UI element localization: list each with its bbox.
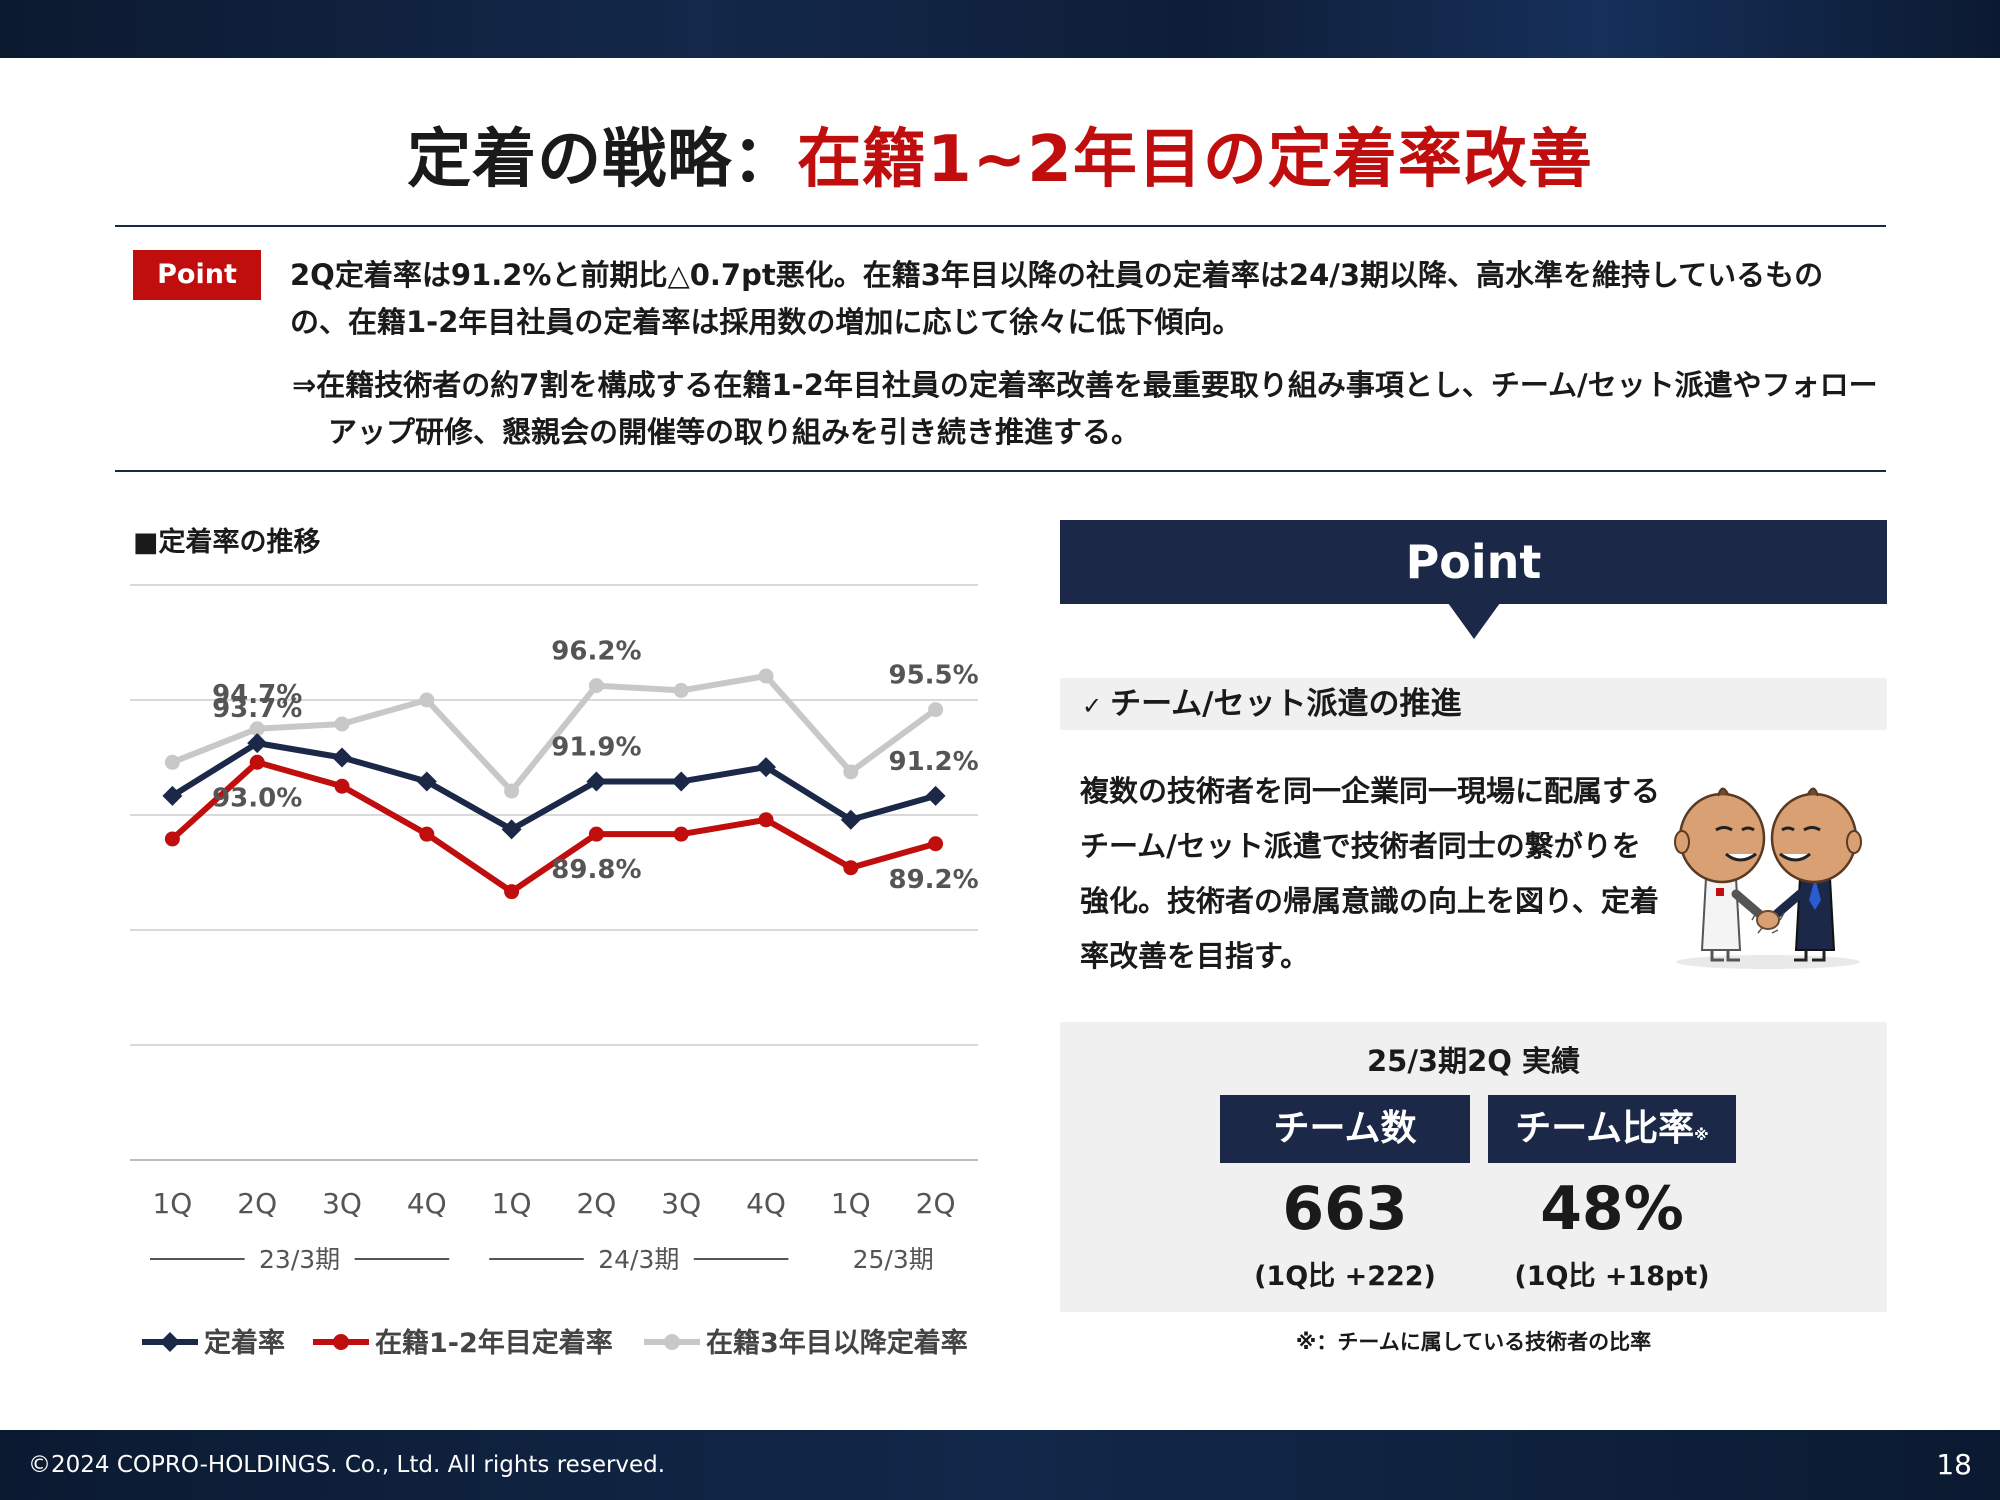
data-point [758,668,774,684]
team-count-value: 663 [1282,1174,1408,1244]
data-point [588,678,604,694]
data-point [758,812,774,828]
copyright-text: ©2024 COPRO-HOLDINGS. Co., Ltd. All righ… [28,1452,666,1478]
data-point [840,809,861,830]
team-count-change: (1Q比 +222) [1254,1261,1436,1292]
legend-marker [160,1332,180,1352]
series-line [171,673,938,795]
data-point [334,716,350,732]
data-point [501,819,522,840]
x-tick-label: 2Q [576,1187,616,1220]
x-tick-label: 4Q [407,1187,447,1220]
check-title: チーム/セット派遣の推進 [1110,686,1462,722]
data-point [504,884,520,900]
x-tick-label: 2Q [916,1187,956,1220]
series-line [170,740,937,833]
stats-footnote: ※：チームに属している技術者の比率 [1295,1330,1652,1354]
data-point [247,733,268,754]
period-label: 24/3期 [598,1245,679,1274]
team-ratio-value: 48% [1540,1174,1684,1244]
data-label: 95.5% [888,661,978,691]
top-banner [0,0,2000,58]
period-label: 25/3期 [853,1245,934,1274]
data-point [419,692,435,708]
check-title-row: ✓ チーム/セット派遣の推進 [1060,678,1887,730]
data-label: 89.8% [551,855,641,885]
series-line [170,759,937,895]
x-tick-label: 2Q [237,1187,277,1220]
results-title: 25/3期2Q 実績 [1366,1044,1581,1078]
legend-label: 在籍1-2年目定着率 [375,1327,613,1359]
data-point [164,754,180,770]
data-point [249,721,265,737]
handshake-illustration [1674,787,1862,969]
legend-marker [664,1334,680,1350]
x-tick-label: 3Q [661,1187,701,1220]
data-point [419,826,435,842]
team-ratio-header-mark: ※ [1694,1126,1709,1144]
legend-label: 在籍3年目以降定着率 [706,1327,968,1359]
team-ratio-change: (1Q比 +18pt) [1514,1261,1710,1292]
data-point [928,836,944,852]
x-tick-label: 1Q [152,1187,192,1220]
data-point [671,771,692,792]
data-point [673,682,689,698]
point-badge: Point [133,250,261,300]
point-text-1: 2Q定着率は91.2%と前期比△0.7pt悪化。在籍3年目以降の社員の定着率は2… [290,258,1824,339]
data-label: 89.2% [888,865,978,895]
team-count-header: チーム数 [1220,1095,1470,1163]
retention-chart: 1Q 2Q 3Q 4Q 1Q 2Q 3Q 4Q 1Q 2Q 23/3期 24/3期 25/3期 93.7%… [130,584,979,1359]
footer-bar: ©2024 COPRO-HOLDINGS. Co., Ltd. All righ… [0,1430,2000,1500]
data-point [756,757,776,778]
data-point [588,826,604,842]
title-red: 在籍1~2年目の定着率改善 [797,123,1593,197]
data-point [249,754,265,770]
data-point [928,702,944,718]
title-black: 定着の戦略： [407,123,798,197]
panel-header: Point [1060,520,1887,604]
data-label: 96.2% [551,637,641,667]
data-point [332,747,352,768]
check-icon: ✓ [1082,692,1103,720]
data-point [586,771,607,792]
legend-marker [333,1334,349,1350]
data-point [504,783,520,799]
point-text-2: ⇒在籍技術者の約7割を構成する在籍1-2年目社員の定着率改善を最重要取り組み事項… [292,368,1878,449]
data-point [162,785,183,806]
page-number: 18 [1936,1448,1972,1481]
panel-description: 複数の技術者を同一企業同一現場に配属するチーム/セット派遣で技術者同士の繋がりを… [1080,774,1661,973]
results-box: 25/3期2Q 実績 チーム数 チーム比率※ 663 48% (1Q比 +222… [1060,1022,1887,1312]
x-tick-label: 1Q [831,1187,871,1220]
data-point [673,826,689,842]
legend-label: 定着率 [204,1327,285,1359]
x-tick-label: 1Q [492,1187,532,1220]
team-ratio-header-label: チーム比率 [1515,1108,1695,1149]
data-label: 94.7% [212,680,302,710]
data-point [164,831,180,847]
team-ratio-header: チーム比率※ [1488,1095,1736,1163]
data-point [334,778,350,794]
panel-arrow [1448,603,1500,639]
x-tick-label: 3Q [322,1187,362,1220]
data-point [416,771,437,792]
page-title: 定着の戦略：在籍1~2年目の定着率改善 [0,108,2000,200]
data-point [925,785,946,806]
data-point [843,860,859,876]
chart-title: ■定着率の推移 [133,527,321,558]
bottom-divider [115,470,1886,472]
period-label: 23/3期 [259,1245,340,1274]
data-point [843,764,859,780]
team-count-header-label: チーム数 [1273,1108,1417,1149]
data-label: 91.9% [551,732,641,762]
data-label: 91.2% [888,747,978,777]
x-tick-label: 4Q [746,1187,786,1220]
data-label: 93.7% [212,694,302,724]
top-divider [115,225,1886,227]
data-label: 93.0% [212,783,302,813]
